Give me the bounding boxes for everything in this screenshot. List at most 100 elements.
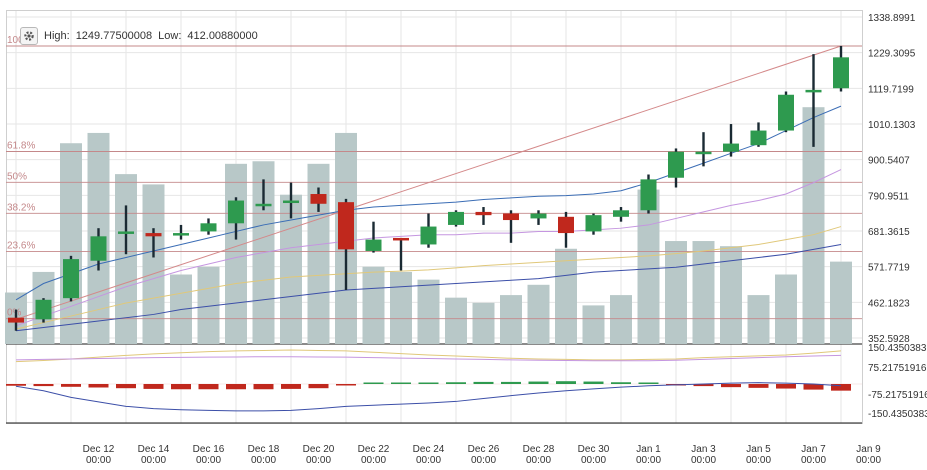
candle-body xyxy=(118,231,134,234)
candle xyxy=(255,179,272,211)
candle xyxy=(173,224,189,240)
oscillator-bar xyxy=(391,382,411,384)
oscillator-bar xyxy=(831,384,851,391)
price-axis-label: 1010.1303 xyxy=(868,120,916,131)
x-axis-time-label: 00:00 xyxy=(636,455,661,466)
price-axis-label: 571.7719 xyxy=(868,263,910,274)
candle xyxy=(63,255,79,302)
candle xyxy=(695,132,712,167)
candle xyxy=(475,207,492,225)
oscillator-bar xyxy=(638,382,659,384)
candle-body xyxy=(778,94,794,131)
x-axis-date-label: Jan 3 xyxy=(691,444,716,455)
volume-bar xyxy=(747,295,770,344)
fib-level-label: 0% xyxy=(7,308,22,319)
candle xyxy=(200,218,217,235)
candle-body xyxy=(35,299,52,320)
candle-body xyxy=(613,210,629,217)
price-axis-label: 462.1823 xyxy=(868,298,910,309)
chart-info-bar: High: 1249.77500008 Low: 412.00880000 xyxy=(20,26,264,46)
candle-body xyxy=(723,143,739,152)
volume-bar xyxy=(500,295,522,344)
volume-bar xyxy=(197,266,220,344)
x-axis-date-label: Dec 16 xyxy=(193,444,225,455)
fib-level-label: 100 xyxy=(7,35,24,46)
settings-button[interactable] xyxy=(20,27,38,45)
oscillator-bar xyxy=(611,382,631,384)
volume-bar xyxy=(802,107,825,344)
high-label: High: xyxy=(44,30,70,42)
candle-body xyxy=(420,226,437,245)
candle-body xyxy=(558,216,574,234)
candle-body xyxy=(640,179,657,211)
volume-bar xyxy=(225,163,247,344)
candle xyxy=(668,148,684,188)
candle xyxy=(723,124,739,157)
x-axis-date-label: Jan 9 xyxy=(856,444,881,455)
candle-body xyxy=(338,202,354,250)
volume-bar xyxy=(417,279,440,344)
candle xyxy=(35,298,52,323)
price-axis-label: 1338.8991 xyxy=(868,13,916,24)
oscillator-line-blue xyxy=(15,382,842,412)
price-axis-label: 1119.7199 xyxy=(868,84,914,95)
volume-bar xyxy=(582,305,605,344)
oscillator-bar xyxy=(61,384,81,387)
candle-body xyxy=(145,233,162,237)
x-axis-time-label: 00:00 xyxy=(361,455,386,466)
candle-body xyxy=(8,317,24,323)
ma-fast-line xyxy=(15,105,842,301)
oscillator-bar xyxy=(363,382,384,384)
candle xyxy=(503,210,519,243)
x-axis-time-label: 00:00 xyxy=(526,455,551,466)
candle-body xyxy=(750,130,767,146)
oscillator-bar xyxy=(721,384,741,388)
candle-body xyxy=(805,89,822,93)
oscillator-bar xyxy=(803,384,824,390)
candle xyxy=(338,198,354,291)
volume-bar xyxy=(472,302,495,344)
candle-body xyxy=(668,151,684,178)
trend-line xyxy=(15,45,842,320)
oscillator-bar xyxy=(473,381,494,384)
fib-level-label: 38.2% xyxy=(7,202,35,213)
x-axis-time-label: 00:00 xyxy=(471,455,496,466)
volume-bar xyxy=(390,271,412,344)
x-axis-time-label: 00:00 xyxy=(141,455,166,466)
oscillator-bar xyxy=(226,384,246,390)
x-axis-time-label: 00:00 xyxy=(581,455,606,466)
candle xyxy=(750,122,767,147)
low-label: Low: xyxy=(158,30,182,42)
candle-body xyxy=(310,194,327,204)
x-axis-time-label: 00:00 xyxy=(86,455,111,466)
price-axis-label: 681.3615 xyxy=(868,227,910,238)
oscillator-line-violet xyxy=(15,354,842,362)
candle-body xyxy=(530,213,547,219)
x-axis-date-label: Dec 28 xyxy=(523,444,555,455)
x-axis-time-label: 00:00 xyxy=(801,455,826,466)
candle-body xyxy=(365,239,382,251)
oscillator-bar xyxy=(281,384,301,389)
candle-body xyxy=(585,215,602,232)
volume-bar xyxy=(307,163,330,344)
candle-body xyxy=(833,57,849,89)
oscillator-bar xyxy=(336,384,356,386)
candle-body xyxy=(695,151,712,155)
candle-body xyxy=(228,200,244,224)
oscillator-bar xyxy=(88,384,109,388)
oscillator-bar xyxy=(253,384,274,390)
price-axis-label: 790.9511 xyxy=(868,191,909,202)
x-axis-time-label: 00:00 xyxy=(416,455,441,466)
x-axis-date-label: Dec 12 xyxy=(83,444,115,455)
x-axis-time-label: 00:00 xyxy=(251,455,276,466)
x-axis-date-label: Dec 22 xyxy=(358,444,390,455)
low-value: 412.00880000 xyxy=(187,30,258,42)
oscillator-axis-label: 150.4350383 xyxy=(868,343,927,354)
oscillator-bar xyxy=(418,382,439,384)
oscillator-bar xyxy=(776,384,796,389)
candle-body xyxy=(503,213,519,221)
candle xyxy=(613,207,629,222)
oscillator-bar xyxy=(501,381,521,384)
fib-level-label: 50% xyxy=(7,171,27,182)
volume-bar xyxy=(527,284,550,344)
